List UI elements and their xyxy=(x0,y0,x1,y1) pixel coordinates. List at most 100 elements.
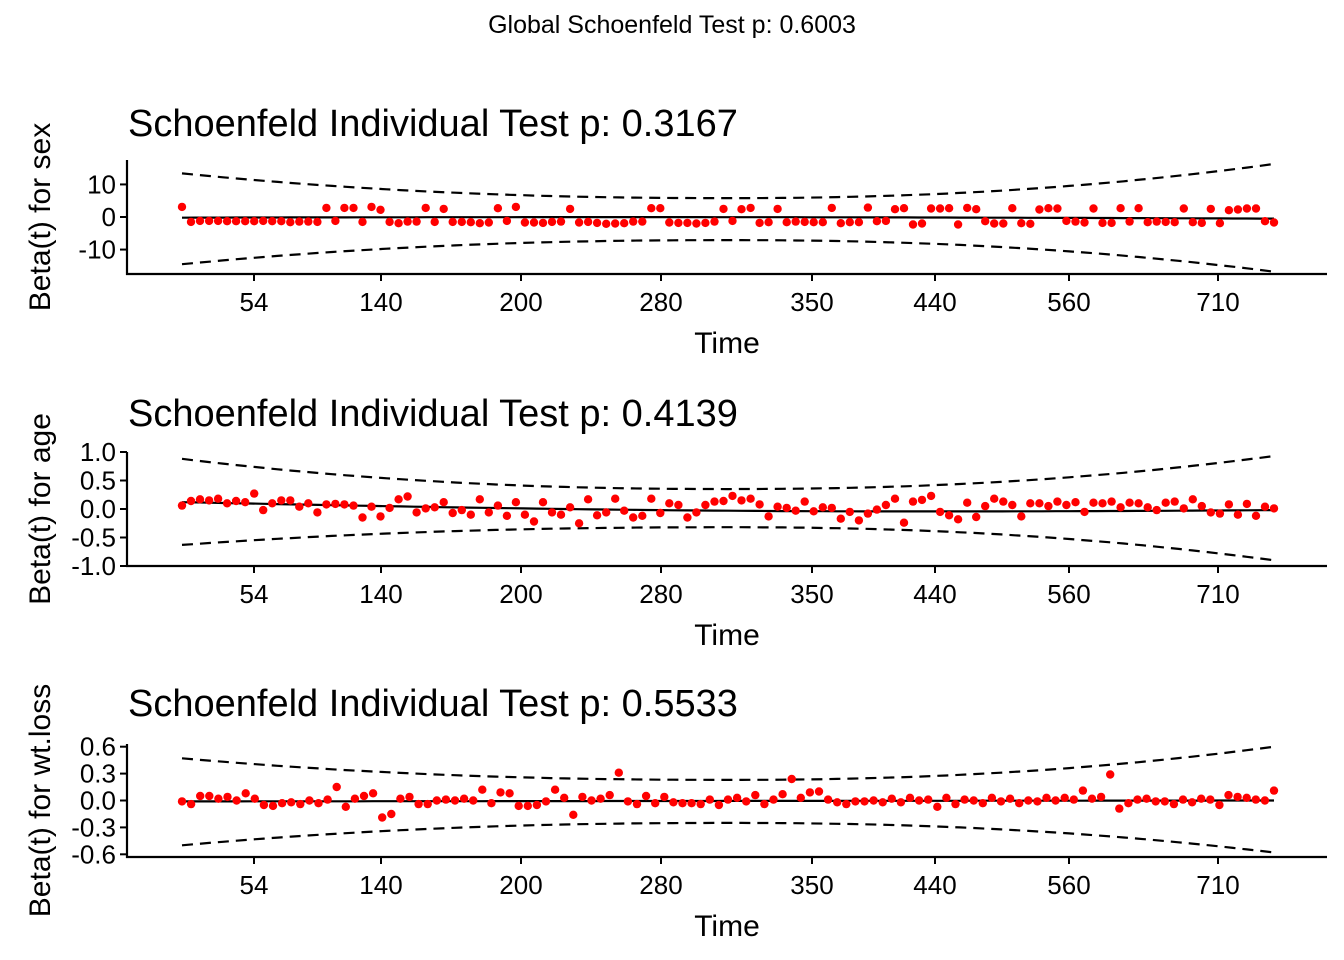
residual-point xyxy=(287,798,296,807)
residual-point xyxy=(1260,502,1270,511)
residual-point xyxy=(1053,204,1062,213)
residual-point xyxy=(195,216,205,226)
residual-point xyxy=(268,499,277,508)
residual-point xyxy=(204,496,214,505)
residual-point xyxy=(818,503,827,512)
residual-point xyxy=(529,517,539,526)
residual-point xyxy=(547,508,557,517)
residual-point xyxy=(1106,770,1115,779)
residual-point xyxy=(692,219,701,228)
residual-point xyxy=(723,795,733,804)
residual-point xyxy=(800,497,809,506)
residual-point xyxy=(972,512,981,522)
residual-point xyxy=(833,798,842,807)
residual-point xyxy=(502,216,512,226)
residual-point xyxy=(1269,786,1279,795)
residual-point xyxy=(933,802,942,811)
residual-point xyxy=(760,799,769,809)
panel-title: Schoenfeld Individual Test p: 0.5533 xyxy=(128,683,738,725)
residual-point xyxy=(478,785,487,794)
residual-point xyxy=(863,509,873,518)
residual-point xyxy=(475,219,484,228)
residual-point xyxy=(605,790,614,800)
x-tick-label: 560 xyxy=(1047,287,1090,317)
residual-point xyxy=(981,217,990,226)
residual-point xyxy=(960,795,969,804)
global-title: Global Schoenfeld Test p: 0.6003 xyxy=(488,11,856,39)
x-tick-label: 54 xyxy=(240,579,269,609)
residual-point xyxy=(514,801,523,811)
residual-point xyxy=(845,507,854,517)
residual-point xyxy=(1197,501,1207,511)
residual-point xyxy=(696,799,705,809)
residual-point xyxy=(1098,499,1107,508)
fit-line xyxy=(181,216,1274,220)
residual-point xyxy=(1242,793,1251,802)
x-tick-label: 350 xyxy=(790,579,833,609)
residual-point xyxy=(1087,794,1097,803)
residual-point xyxy=(213,216,223,226)
residual-point xyxy=(305,796,314,805)
y-tick-label: 0.0 xyxy=(80,786,116,816)
residual-point xyxy=(647,494,656,503)
residual-point xyxy=(1042,793,1051,802)
residual-point xyxy=(863,203,873,212)
residual-point xyxy=(678,799,687,808)
residual-point xyxy=(746,203,755,213)
x-tick-label: 710 xyxy=(1196,579,1239,609)
residual-point xyxy=(701,500,710,510)
residual-point xyxy=(926,204,936,213)
residual-point xyxy=(583,217,593,227)
residual-point xyxy=(705,795,714,804)
residual-point xyxy=(1160,797,1170,806)
fit-line xyxy=(181,501,1275,513)
residual-point xyxy=(204,216,214,226)
residual-point xyxy=(268,801,278,811)
residual-point xyxy=(737,205,746,214)
ci-lower-line xyxy=(181,526,1275,562)
residual-point xyxy=(641,791,651,801)
residual-point xyxy=(978,799,987,808)
residual-point xyxy=(1062,500,1071,510)
residual-point xyxy=(764,218,773,227)
residual-point xyxy=(860,797,869,806)
residual-point xyxy=(872,505,882,514)
x-tick-label: 200 xyxy=(499,870,542,900)
residual-point xyxy=(814,787,824,796)
residual-point xyxy=(541,797,551,806)
residual-point xyxy=(692,508,701,517)
residual-point xyxy=(732,793,742,802)
residual-point xyxy=(854,218,864,227)
residual-point xyxy=(459,794,469,803)
ci-lower-line xyxy=(181,239,1275,273)
residual-point xyxy=(728,491,737,501)
residual-point xyxy=(358,513,367,522)
residual-point xyxy=(259,505,268,515)
residual-point xyxy=(1125,498,1134,507)
residual-point xyxy=(432,796,441,805)
x-axis-label: Time xyxy=(694,910,760,943)
residual-point xyxy=(1269,218,1279,227)
residual-point xyxy=(421,203,430,213)
residual-point xyxy=(511,498,521,507)
residual-point xyxy=(322,500,331,509)
residual-point xyxy=(1053,497,1062,506)
residual-point xyxy=(592,218,602,228)
residual-point xyxy=(924,795,933,804)
residual-point xyxy=(778,790,787,799)
residual-point xyxy=(448,217,457,227)
residual-point xyxy=(623,797,633,806)
residual-point xyxy=(890,205,900,214)
residual-point xyxy=(1233,510,1243,519)
residual-point xyxy=(1134,204,1143,213)
residual-point xyxy=(1134,499,1143,508)
residual-point xyxy=(990,219,999,228)
residual-point xyxy=(987,793,997,802)
residual-point xyxy=(751,790,760,800)
residual-point xyxy=(1071,217,1080,226)
residual-point xyxy=(196,791,205,801)
residual-point xyxy=(845,218,854,227)
residual-point xyxy=(854,516,864,525)
residual-point xyxy=(1206,508,1216,517)
x-tick-label: 140 xyxy=(359,870,402,900)
